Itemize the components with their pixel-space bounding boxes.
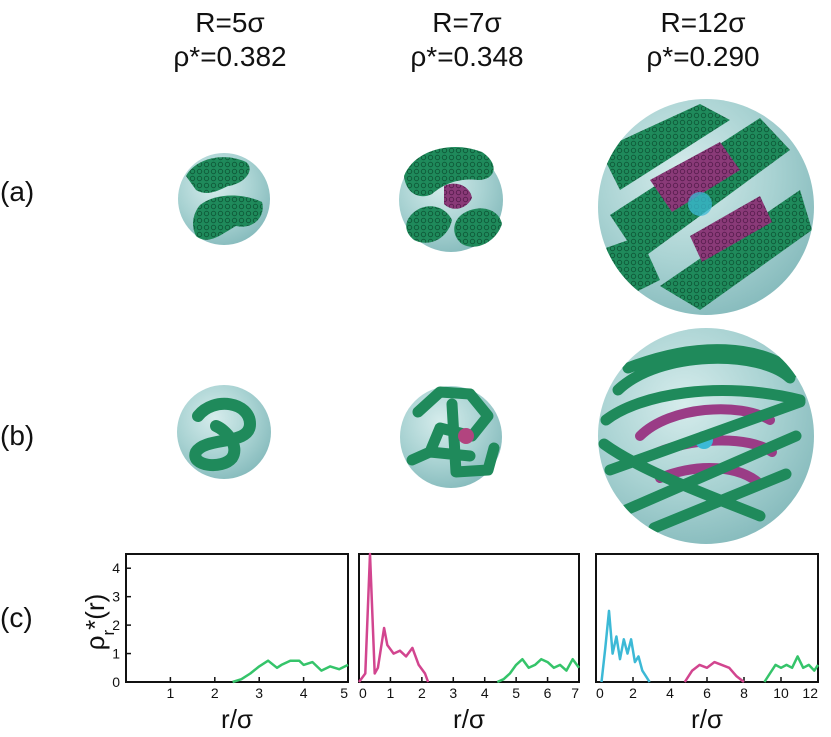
y-tick-label: 2 — [112, 617, 120, 633]
y-tick-label: 3 — [112, 589, 120, 605]
x-tick-label: 0 — [359, 685, 367, 701]
column-header-r7: R=7σ ρ*=0.348 — [367, 6, 567, 74]
x-tick-label: 4 — [666, 685, 674, 701]
plot-frame — [595, 553, 819, 683]
plot-frame — [125, 553, 349, 683]
x-tick-label: 4 — [300, 685, 308, 701]
sphere-a-r12 — [598, 99, 814, 315]
sphere-b-r5 — [177, 385, 271, 479]
y-tick-label: 4 — [112, 560, 120, 576]
series-line — [232, 659, 349, 684]
density-label: ρ*=0.348 — [410, 41, 524, 72]
y-tick-label: 1 — [112, 646, 120, 662]
x-tick-label: 10 — [773, 685, 789, 701]
x-tick-label: 5 — [340, 685, 348, 701]
x-axis-label: r/σ — [691, 704, 723, 734]
x-tick-label: 12 — [802, 685, 818, 701]
x-tick-label: 3 — [449, 685, 457, 701]
x-tick-label: 1 — [387, 685, 395, 701]
density-label: ρ*=0.382 — [173, 41, 287, 72]
radius-label: R=7σ — [432, 7, 502, 38]
series-line — [683, 660, 745, 683]
series-line — [357, 552, 430, 683]
x-tick-label: 2 — [418, 685, 426, 701]
x-tick-label: 6 — [544, 685, 552, 701]
series-line — [763, 655, 820, 683]
x-tick-label: 3 — [255, 685, 263, 701]
x-tick-label: 2 — [211, 685, 219, 701]
radius-label: R=12σ — [660, 7, 746, 38]
series-line — [600, 609, 651, 683]
x-tick-label: 5 — [512, 685, 520, 701]
sphere-illustrations — [177, 99, 814, 544]
x-tick-label: 7 — [571, 685, 579, 701]
x-tick-label: 0 — [596, 685, 604, 701]
radius-label: R=5σ — [195, 7, 265, 38]
plot-frame — [358, 553, 580, 683]
sphere-b-r12 — [598, 328, 814, 544]
x-tick-label: 6 — [703, 685, 711, 701]
sphere-a-r5 — [178, 153, 270, 245]
row-label-a: (a) — [0, 176, 35, 207]
x-axis-label: r/σ — [453, 704, 485, 734]
x-axis-label: r/σ — [221, 704, 253, 734]
row-label-c: (c) — [0, 602, 33, 633]
chart-panel-r5: 1 2 3 4 5 0 1 2 3 4 r/σ — [112, 553, 349, 734]
x-tick-label: 8 — [740, 685, 748, 701]
chart-panel-r12: 0 2 4 6 8 10 12 r/σ — [595, 553, 820, 734]
chart-panel-r7: 0 1 2 3 4 5 6 7 r/σ — [357, 552, 581, 734]
row-label-b: (b) — [0, 420, 35, 451]
series-line — [496, 657, 581, 684]
y-axis-label: ρr*(r) — [80, 594, 118, 651]
x-tick-label: 2 — [629, 685, 637, 701]
sphere-b-r7 — [400, 386, 502, 488]
sphere-a-r7 — [399, 146, 503, 252]
x-tick-label: 4 — [481, 685, 489, 701]
column-header-r12: R=12σ ρ*=0.290 — [603, 6, 803, 74]
column-header-r5: R=5σ ρ*=0.382 — [130, 6, 330, 74]
x-tick-label: 1 — [167, 685, 175, 701]
y-tick-label: 0 — [112, 674, 120, 690]
density-label: ρ*=0.290 — [646, 41, 760, 72]
